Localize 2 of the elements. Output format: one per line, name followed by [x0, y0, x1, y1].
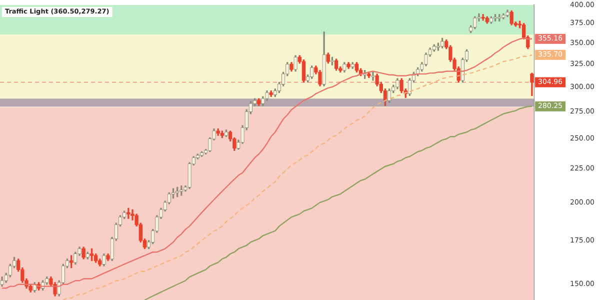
- line-series: [62, 54, 533, 300]
- candlestick: [481, 14, 485, 21]
